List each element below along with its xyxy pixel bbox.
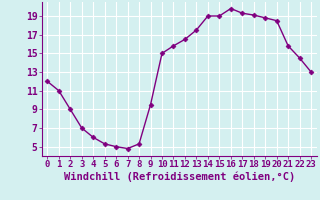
X-axis label: Windchill (Refroidissement éolien,°C): Windchill (Refroidissement éolien,°C) — [64, 172, 295, 182]
